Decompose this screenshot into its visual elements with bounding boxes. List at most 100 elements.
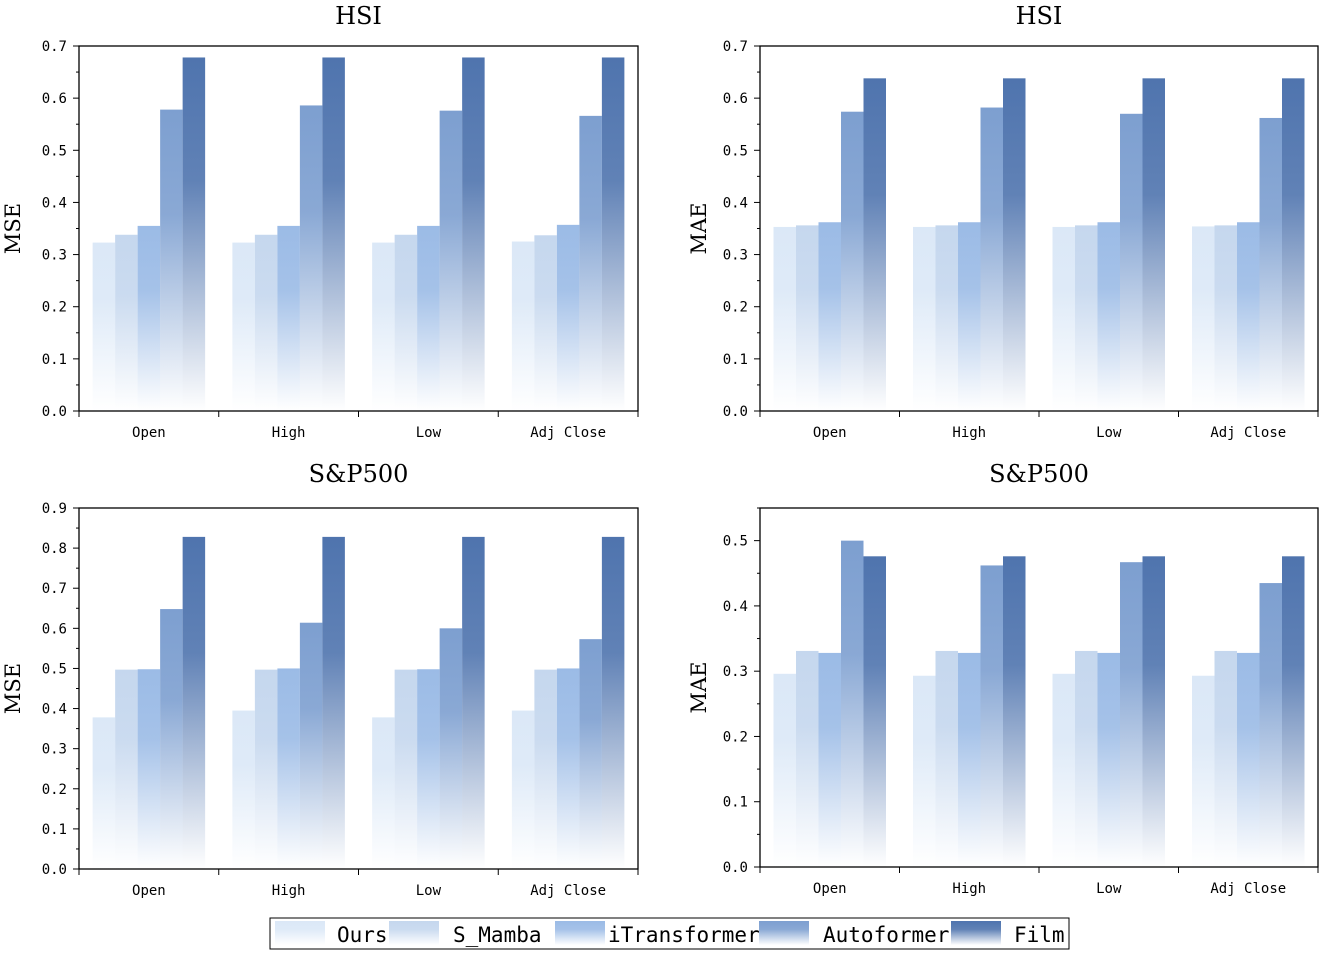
bar-itransformer-adj-close bbox=[556, 668, 580, 869]
bar-autoformer-open bbox=[160, 609, 183, 869]
y-tick-label: 0.4 bbox=[42, 702, 67, 718]
bar-film-adj-close bbox=[1282, 78, 1305, 411]
bar-film-low bbox=[1142, 556, 1165, 867]
bar-itransformer-high bbox=[958, 652, 981, 867]
y-tick-label: 0.2 bbox=[42, 300, 67, 316]
y-tick-label: 0.0 bbox=[723, 860, 748, 876]
y-tick-label: 0.0 bbox=[42, 862, 67, 878]
y-tick-label: 0.5 bbox=[42, 661, 67, 677]
bar-ours-adj-close bbox=[1192, 675, 1215, 867]
chart-panel-3: S&P500 MSE 0.0 0.1 0.2 0.3 0.4 0.5 0.6 0.7 0.8 0.9 O… bbox=[1, 460, 639, 899]
bar-ours-low bbox=[372, 242, 395, 411]
chart-title: S&P500 bbox=[989, 460, 1089, 488]
y-tick-label: 0.3 bbox=[723, 664, 748, 680]
y-tick-label: 0.9 bbox=[42, 501, 67, 517]
x-tick-label: Adj Close bbox=[530, 425, 606, 441]
bar-film-open bbox=[182, 536, 206, 869]
bar-ours-adj-close bbox=[1192, 226, 1215, 411]
bar-autoformer-open bbox=[160, 109, 183, 412]
x-tick-label: Adj Close bbox=[1210, 425, 1286, 441]
bar-ours-open bbox=[92, 717, 116, 869]
bar-ours-high bbox=[913, 675, 936, 867]
bar-ours-high bbox=[232, 242, 255, 411]
bar-s-mamba-open bbox=[115, 234, 138, 411]
y-tick-label: 0.3 bbox=[723, 248, 748, 264]
y-axis-label: MAE bbox=[687, 203, 711, 255]
legend-swatch-s-mamba bbox=[389, 921, 439, 945]
y-tick-label: 0.6 bbox=[42, 91, 67, 107]
bar-film-high bbox=[1003, 78, 1026, 411]
bar-film-open bbox=[182, 57, 206, 411]
y-tick-label: 0.5 bbox=[42, 143, 67, 159]
y-tick-label: 0.7 bbox=[42, 581, 67, 597]
bar-s-mamba-low bbox=[394, 234, 418, 411]
chart-title: S&P500 bbox=[309, 460, 409, 488]
bar-film-adj-close bbox=[601, 57, 625, 411]
bar-s-mamba-low bbox=[1075, 650, 1098, 867]
x-tick-label: High bbox=[952, 881, 986, 897]
bar-film-high bbox=[1003, 556, 1026, 867]
bar-s-mamba-high bbox=[935, 225, 958, 411]
bar-film-open bbox=[863, 556, 886, 867]
bar-autoformer-low bbox=[1120, 113, 1143, 411]
bar-ours-low bbox=[1052, 226, 1075, 411]
legend-label-film: Film bbox=[1014, 923, 1065, 947]
bar-ours-open bbox=[773, 226, 796, 411]
bar-autoformer-adj-close bbox=[579, 115, 602, 412]
legend-label-s-mamba: S_Mamba bbox=[453, 923, 542, 947]
x-tick-label: Low bbox=[1096, 881, 1122, 897]
bar-s-mamba-low bbox=[394, 669, 418, 869]
bar-autoformer-adj-close bbox=[1259, 117, 1282, 412]
bar-ours-adj-close bbox=[511, 710, 535, 869]
legend: Ours S_Mamba iTransformer Autoformer Film bbox=[269, 917, 1070, 950]
bar-s-mamba-adj-close bbox=[1214, 225, 1237, 411]
x-tick-label: Open bbox=[132, 425, 166, 441]
bar-ours-high bbox=[232, 710, 255, 869]
bar-autoformer-high bbox=[980, 565, 1003, 867]
bar-autoformer-high bbox=[299, 105, 323, 411]
legend-swatch-ours bbox=[275, 921, 325, 945]
bar-itransformer-high bbox=[277, 668, 300, 869]
y-tick-label: 0.6 bbox=[42, 621, 67, 637]
bar-itransformer-open bbox=[818, 222, 841, 411]
bar-autoformer-open bbox=[841, 111, 864, 411]
bar-film-open bbox=[863, 78, 886, 411]
y-axis-label: MSE bbox=[1, 663, 25, 714]
bar-itransformer-low bbox=[417, 225, 440, 411]
bar-autoformer-low bbox=[1120, 562, 1143, 867]
bar-itransformer-open bbox=[137, 225, 161, 411]
bar-s-mamba-open bbox=[115, 669, 138, 869]
chart-title: HSI bbox=[1016, 2, 1063, 30]
x-tick-label: Low bbox=[1096, 425, 1122, 441]
bar-film-adj-close bbox=[1282, 556, 1305, 867]
bar-itransformer-low bbox=[1097, 222, 1120, 411]
y-tick-label: 0.7 bbox=[42, 39, 67, 55]
bar-autoformer-high bbox=[299, 622, 323, 869]
y-tick-label: 0.6 bbox=[723, 91, 748, 107]
y-tick-label: 0.1 bbox=[723, 795, 748, 811]
bar-autoformer-adj-close bbox=[1259, 583, 1282, 867]
x-tick-label: Adj Close bbox=[530, 883, 606, 899]
bar-itransformer-adj-close bbox=[1237, 222, 1260, 411]
y-tick-label: 0.2 bbox=[723, 300, 748, 316]
bar-ours-adj-close bbox=[511, 241, 535, 411]
y-tick-label: 0.2 bbox=[723, 729, 748, 745]
y-tick-label: 0.4 bbox=[42, 195, 67, 211]
bar-itransformer-open bbox=[137, 669, 161, 869]
legend-swatch-autoformer bbox=[759, 921, 809, 945]
bar-autoformer-high bbox=[980, 107, 1003, 411]
bar-film-low bbox=[462, 57, 485, 411]
x-tick-label: Low bbox=[416, 883, 442, 899]
y-tick-label: 0.5 bbox=[723, 143, 748, 159]
chart-panel-2: HSI MAE 0.0 0.1 0.2 0.3 0.4 0.5 0.6 0.7 Open High Lo… bbox=[687, 2, 1319, 441]
y-tick-label: 0.7 bbox=[723, 39, 748, 55]
y-axis-label: MAE bbox=[687, 662, 711, 714]
bar-autoformer-low bbox=[439, 628, 463, 869]
x-tick-label: Adj Close bbox=[1210, 881, 1286, 897]
bar-itransformer-adj-close bbox=[556, 224, 580, 411]
bar-film-low bbox=[1142, 78, 1165, 411]
y-tick-label: 0.3 bbox=[42, 742, 67, 758]
bar-ours-low bbox=[1052, 673, 1075, 867]
y-tick-label: 0.1 bbox=[42, 822, 67, 838]
